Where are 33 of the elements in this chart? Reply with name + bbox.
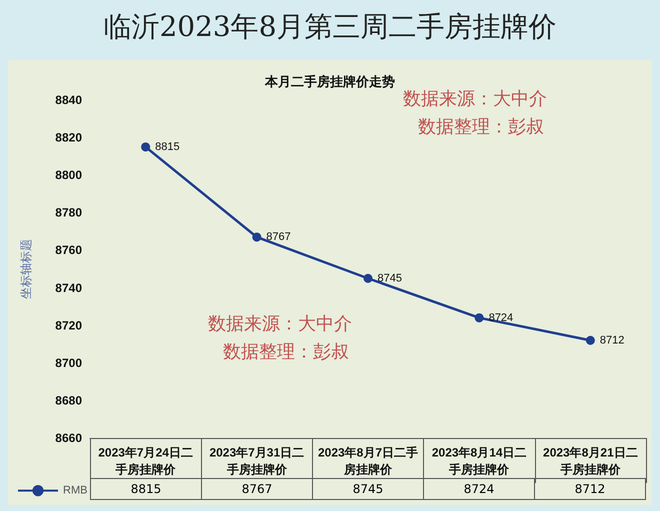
annotation: 8724 xyxy=(488,312,514,324)
annotation: 数据来源：大中介 xyxy=(208,314,352,334)
y-tick-label: 8740 xyxy=(55,280,82,295)
annotation: 8767 xyxy=(266,231,291,244)
chart-title: 临沂2023年8月第三周二手房挂牌价 xyxy=(102,9,558,45)
data-label: 8745 xyxy=(312,479,423,499)
y-axis-title: 坐标轴标题 xyxy=(19,239,33,299)
data-label: 8724 xyxy=(423,479,534,499)
y-tick-label: 8660 xyxy=(55,431,82,445)
y-tick-label: 8680 xyxy=(55,393,82,408)
y-tick-label: 8760 xyxy=(55,243,82,258)
annotation: 数据整理：彭叔 xyxy=(418,116,544,138)
data-label: 8712 xyxy=(534,479,645,499)
x-tick-label: 2023年8月14日二手房挂牌价 xyxy=(432,446,527,476)
y-tick-label: 8800 xyxy=(55,168,82,182)
data-label: 8767 xyxy=(201,479,312,499)
annotation: 8712 xyxy=(600,334,624,346)
annotation: 8745 xyxy=(378,272,402,284)
y-tick-label: 8820 xyxy=(55,130,82,145)
x-tick-label: 2023年8月7日二手房挂牌价 xyxy=(318,446,418,476)
legend-label: RMB xyxy=(63,484,88,497)
y-tick-label: 8840 xyxy=(55,93,82,107)
annotation: 8815 xyxy=(155,140,180,153)
annotation: 数据来源：大中介 xyxy=(403,88,547,110)
chart-subtitle: 本月二手房挂牌价走势 xyxy=(264,74,395,89)
y-tick-label: 8700 xyxy=(55,356,82,370)
y-tick-label: 8780 xyxy=(55,206,82,220)
x-tick-label: 2023年7月31日二手房挂牌价 xyxy=(209,446,304,476)
x-tick-label: 2023年8月21日二手房挂牌价 xyxy=(543,446,638,476)
x-tick-label: 2023年7月24日二手房挂牌价 xyxy=(98,446,193,476)
annotation: 数据整理：彭叔 xyxy=(223,342,349,362)
data-label: 8815 xyxy=(130,481,162,498)
y-tick-label: 8720 xyxy=(55,318,82,332)
